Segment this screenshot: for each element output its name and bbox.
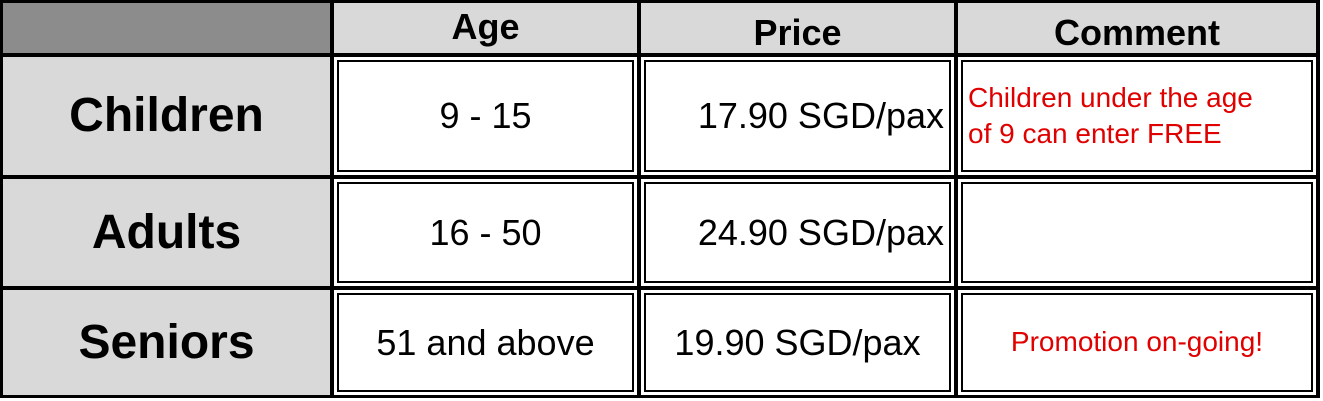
adults-comment-cell	[958, 179, 1316, 286]
seniors-comment-cell: Promotion on-going!	[958, 290, 1316, 395]
row-label-children-cell: Children	[3, 57, 330, 175]
seniors-comment-line-1: Promotion on-going!	[1010, 326, 1264, 358]
row-label-seniors: Seniors	[78, 315, 255, 369]
header-price-label: Price	[753, 12, 842, 53]
children-comment-line-2: of 9 can enter FREE	[968, 118, 1222, 149]
row-label-adults: Adults	[91, 205, 242, 259]
children-price-cell: 17.90 SGD/pax	[641, 57, 954, 175]
adults-price-value: 24.90 SGD/pax	[697, 211, 944, 253]
children-age-cell: 9 - 15	[334, 57, 637, 175]
children-comment-text: Children under the age of 9 can enter FR…	[968, 80, 1253, 153]
seniors-price-value: 19.90 SGD/pax	[674, 321, 921, 363]
seniors-comment-text: Promotion on-going!	[1011, 324, 1263, 360]
header-price-cell: Price	[641, 3, 954, 53]
header-age-cell: Age	[334, 3, 637, 53]
header-corner-cell	[3, 3, 330, 53]
row-label-children: Children	[69, 89, 264, 142]
seniors-price-cell: 19.90 SGD/pax	[641, 290, 954, 395]
adults-age-value: 16 - 50	[429, 211, 542, 253]
row-label-seniors-cell: Seniors	[3, 290, 330, 395]
seniors-age-cell: 51 and above	[334, 290, 637, 395]
header-comment-label: Comment	[1053, 12, 1220, 53]
header-age-label: Age	[451, 6, 520, 47]
children-age-value: 9 - 15	[439, 95, 532, 136]
seniors-age-value: 51 and above	[376, 321, 595, 363]
adults-age-cell: 16 - 50	[334, 179, 637, 286]
header-comment-cell: Comment	[958, 3, 1316, 53]
row-label-adults-cell: Adults	[3, 179, 330, 286]
adults-price-cell: 24.90 SGD/pax	[641, 179, 954, 286]
children-comment-line-1: Children under the age	[968, 81, 1253, 113]
children-price-value: 17.90 SGD/pax	[697, 95, 944, 136]
children-comment-cell: Children under the age of 9 can enter FR…	[958, 57, 1316, 175]
